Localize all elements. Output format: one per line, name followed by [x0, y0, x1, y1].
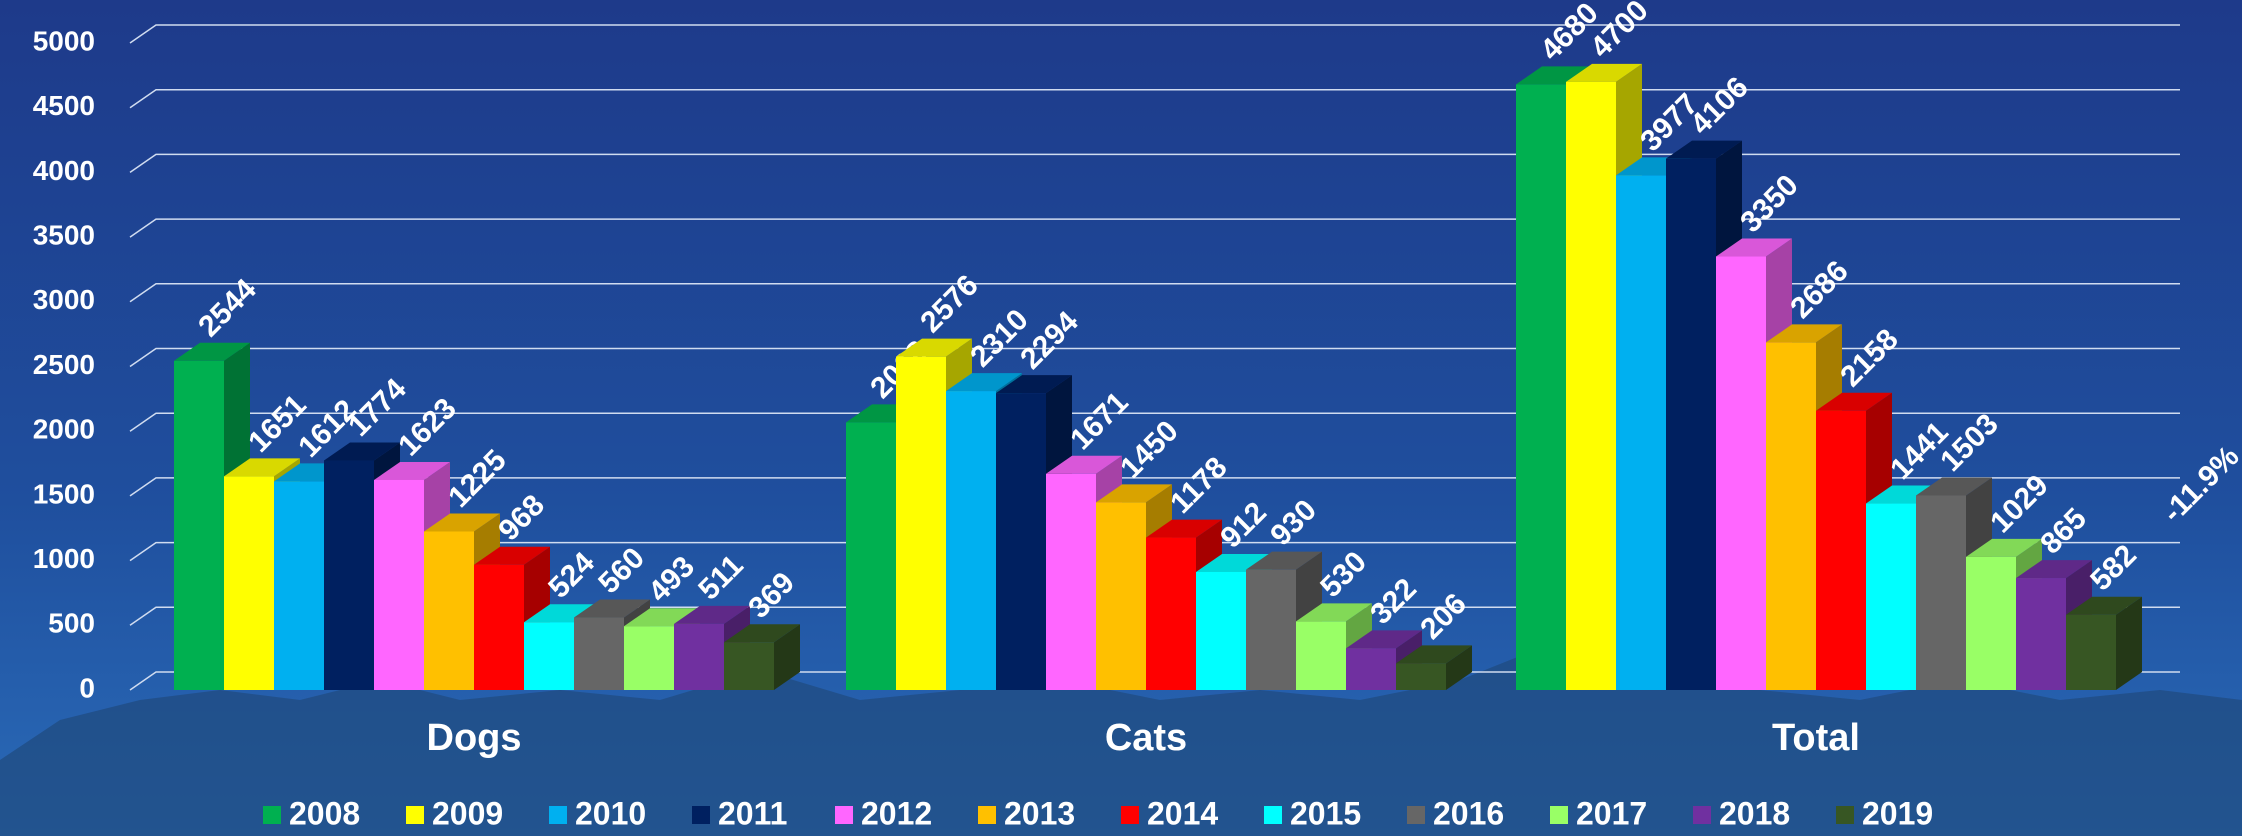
y-tick-label: 4000 [33, 155, 95, 186]
x-tick-label: Total [1772, 717, 1860, 759]
legend-label: 2011 [718, 795, 787, 831]
y-tick-label: 2500 [33, 349, 95, 380]
legend-swatch [406, 806, 424, 824]
bar [1916, 496, 1966, 690]
bar [2066, 615, 2116, 690]
bar [1566, 82, 1616, 690]
legend-swatch [1693, 806, 1711, 824]
bar [524, 622, 574, 690]
bar [2016, 578, 2066, 690]
y-tick-label: 3000 [33, 284, 95, 315]
bar [274, 481, 324, 690]
bar [1816, 411, 1866, 690]
bar [1616, 175, 1666, 690]
legend-label: 2012 [861, 795, 932, 831]
bar [1666, 159, 1716, 690]
legend-label: 2013 [1004, 795, 1075, 831]
legend-swatch [549, 806, 567, 824]
legend-swatch [835, 806, 853, 824]
bar [374, 480, 424, 690]
bar [1966, 557, 2016, 690]
legend-swatch [1550, 806, 1568, 824]
bar [624, 626, 674, 690]
bar [1046, 474, 1096, 690]
legend-label: 2017 [1576, 795, 1647, 831]
y-tick-label: 3500 [33, 219, 95, 250]
bar [946, 391, 996, 690]
x-tick-label: Dogs [427, 717, 522, 759]
y-tick-label: 4500 [33, 90, 95, 121]
y-tick-label: 2000 [33, 414, 95, 445]
y-tick-label: 5000 [33, 25, 95, 56]
bar [1866, 504, 1916, 690]
legend-label: 2010 [575, 795, 646, 831]
legend-swatch [1836, 806, 1854, 824]
y-tick-label: 1000 [33, 543, 95, 574]
y-tick-label: 1500 [33, 478, 95, 509]
legend-swatch [978, 806, 996, 824]
bar [724, 642, 774, 690]
bar [174, 361, 224, 690]
bar [1246, 570, 1296, 690]
y-tick-label: 0 [79, 672, 95, 703]
bar [1766, 342, 1816, 690]
bar [1096, 502, 1146, 690]
legend-swatch [1264, 806, 1282, 824]
bar [424, 531, 474, 690]
legend-label: 2008 [289, 795, 360, 831]
chart: 0 500 1000 1500 2000 2500 3000 3500 4000 4500 5000… [0, 0, 2242, 836]
bar [1396, 663, 1446, 690]
bar [1516, 84, 1566, 690]
bar [574, 618, 624, 690]
bar [1346, 648, 1396, 690]
bar [324, 460, 374, 690]
bar [674, 624, 724, 690]
legend-label: 2015 [1290, 795, 1361, 831]
bar [1716, 257, 1766, 690]
bar [474, 565, 524, 690]
legend-label: 2018 [1719, 795, 1790, 831]
legend-swatch [1121, 806, 1139, 824]
x-tick-label: Cats [1105, 717, 1187, 759]
legend-swatch [263, 806, 281, 824]
legend-swatch [692, 806, 710, 824]
legend-label: 2019 [1862, 795, 1933, 831]
y-tick-label: 500 [48, 608, 95, 639]
bar [1146, 538, 1196, 690]
bar [224, 476, 274, 690]
bar [896, 357, 946, 690]
legend-label: 2014 [1147, 795, 1218, 831]
bar [1196, 572, 1246, 690]
bar [1296, 621, 1346, 690]
legend-swatch [1407, 806, 1425, 824]
legend-label: 2009 [432, 795, 503, 831]
legend-label: 2016 [1433, 795, 1504, 831]
bar [846, 422, 896, 690]
bar [996, 393, 1046, 690]
